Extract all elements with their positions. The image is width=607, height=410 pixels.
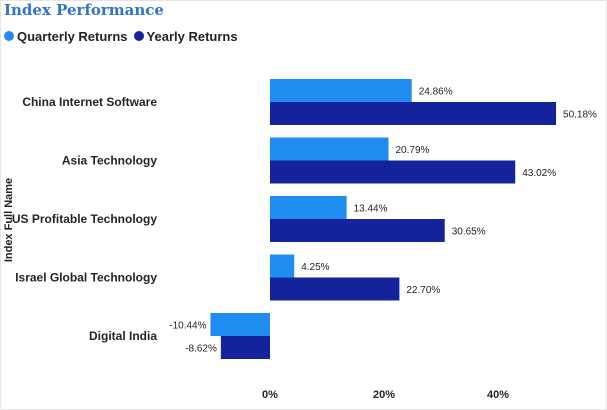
data-label-yearly-us-profitable-technology: 30.65% bbox=[452, 227, 486, 238]
legend: Quarterly Returns Yearly Returns bbox=[4, 28, 238, 44]
legend-label-quarterly: Quarterly Returns bbox=[17, 28, 128, 44]
x-tick-label-20: 20% bbox=[373, 389, 395, 401]
bar-yearly-digital-india bbox=[220, 336, 270, 359]
x-tick-label-40: 40% bbox=[487, 389, 509, 401]
legend-item-quarterly[interactable]: Quarterly Returns bbox=[4, 29, 128, 44]
data-label-yearly-israel-global-technology: 22.70% bbox=[406, 285, 440, 296]
data-label-quarterly-china-internet-software: 24.86% bbox=[419, 87, 453, 98]
bar-quarterly-us-profitable-technology bbox=[270, 196, 347, 219]
bar-yearly-china-internet-software bbox=[270, 102, 557, 125]
data-label-yearly-china-internet-software: 50.18% bbox=[563, 110, 597, 121]
bar-quarterly-israel-global-technology bbox=[270, 254, 295, 278]
bar-yearly-us-profitable-technology bbox=[270, 219, 445, 242]
bar-yearly-israel-global-technology bbox=[270, 277, 400, 301]
category-label-us-profitable-technology: US Profitable Technology bbox=[12, 212, 157, 226]
data-label-quarterly-asia-technology: 20.79% bbox=[396, 145, 430, 156]
bar-quarterly-asia-technology bbox=[270, 137, 389, 161]
data-label-quarterly-israel-global-technology: 4.25% bbox=[301, 262, 329, 273]
category-label-digital-india: Digital India bbox=[89, 329, 157, 343]
legend-item-yearly[interactable]: Yearly Returns bbox=[133, 28, 238, 44]
bar-quarterly-china-internet-software bbox=[270, 79, 412, 102]
category-label-israel-global-technology: Israel Global Technology bbox=[15, 271, 157, 285]
data-label-quarterly-us-profitable-technology: 13.44% bbox=[354, 204, 388, 215]
bar-yearly-asia-technology bbox=[270, 160, 516, 184]
chart-title: Index Performance bbox=[4, 1, 164, 19]
data-label-yearly-digital-india: -8.62% bbox=[185, 344, 217, 355]
category-label-china-internet-software: China Internet Software bbox=[22, 95, 157, 109]
legend-dot-quarterly bbox=[4, 31, 14, 41]
data-label-yearly-asia-technology: 43.02% bbox=[522, 168, 556, 179]
bar-quarterly-digital-india bbox=[210, 313, 270, 336]
legend-label-yearly: Yearly Returns bbox=[146, 28, 238, 44]
category-label-asia-technology: Asia Technology bbox=[62, 154, 157, 168]
x-tick-label-0: 0% bbox=[262, 389, 278, 401]
data-label-quarterly-digital-india: -10.44% bbox=[169, 321, 206, 332]
legend-dot-yearly bbox=[133, 31, 144, 41]
